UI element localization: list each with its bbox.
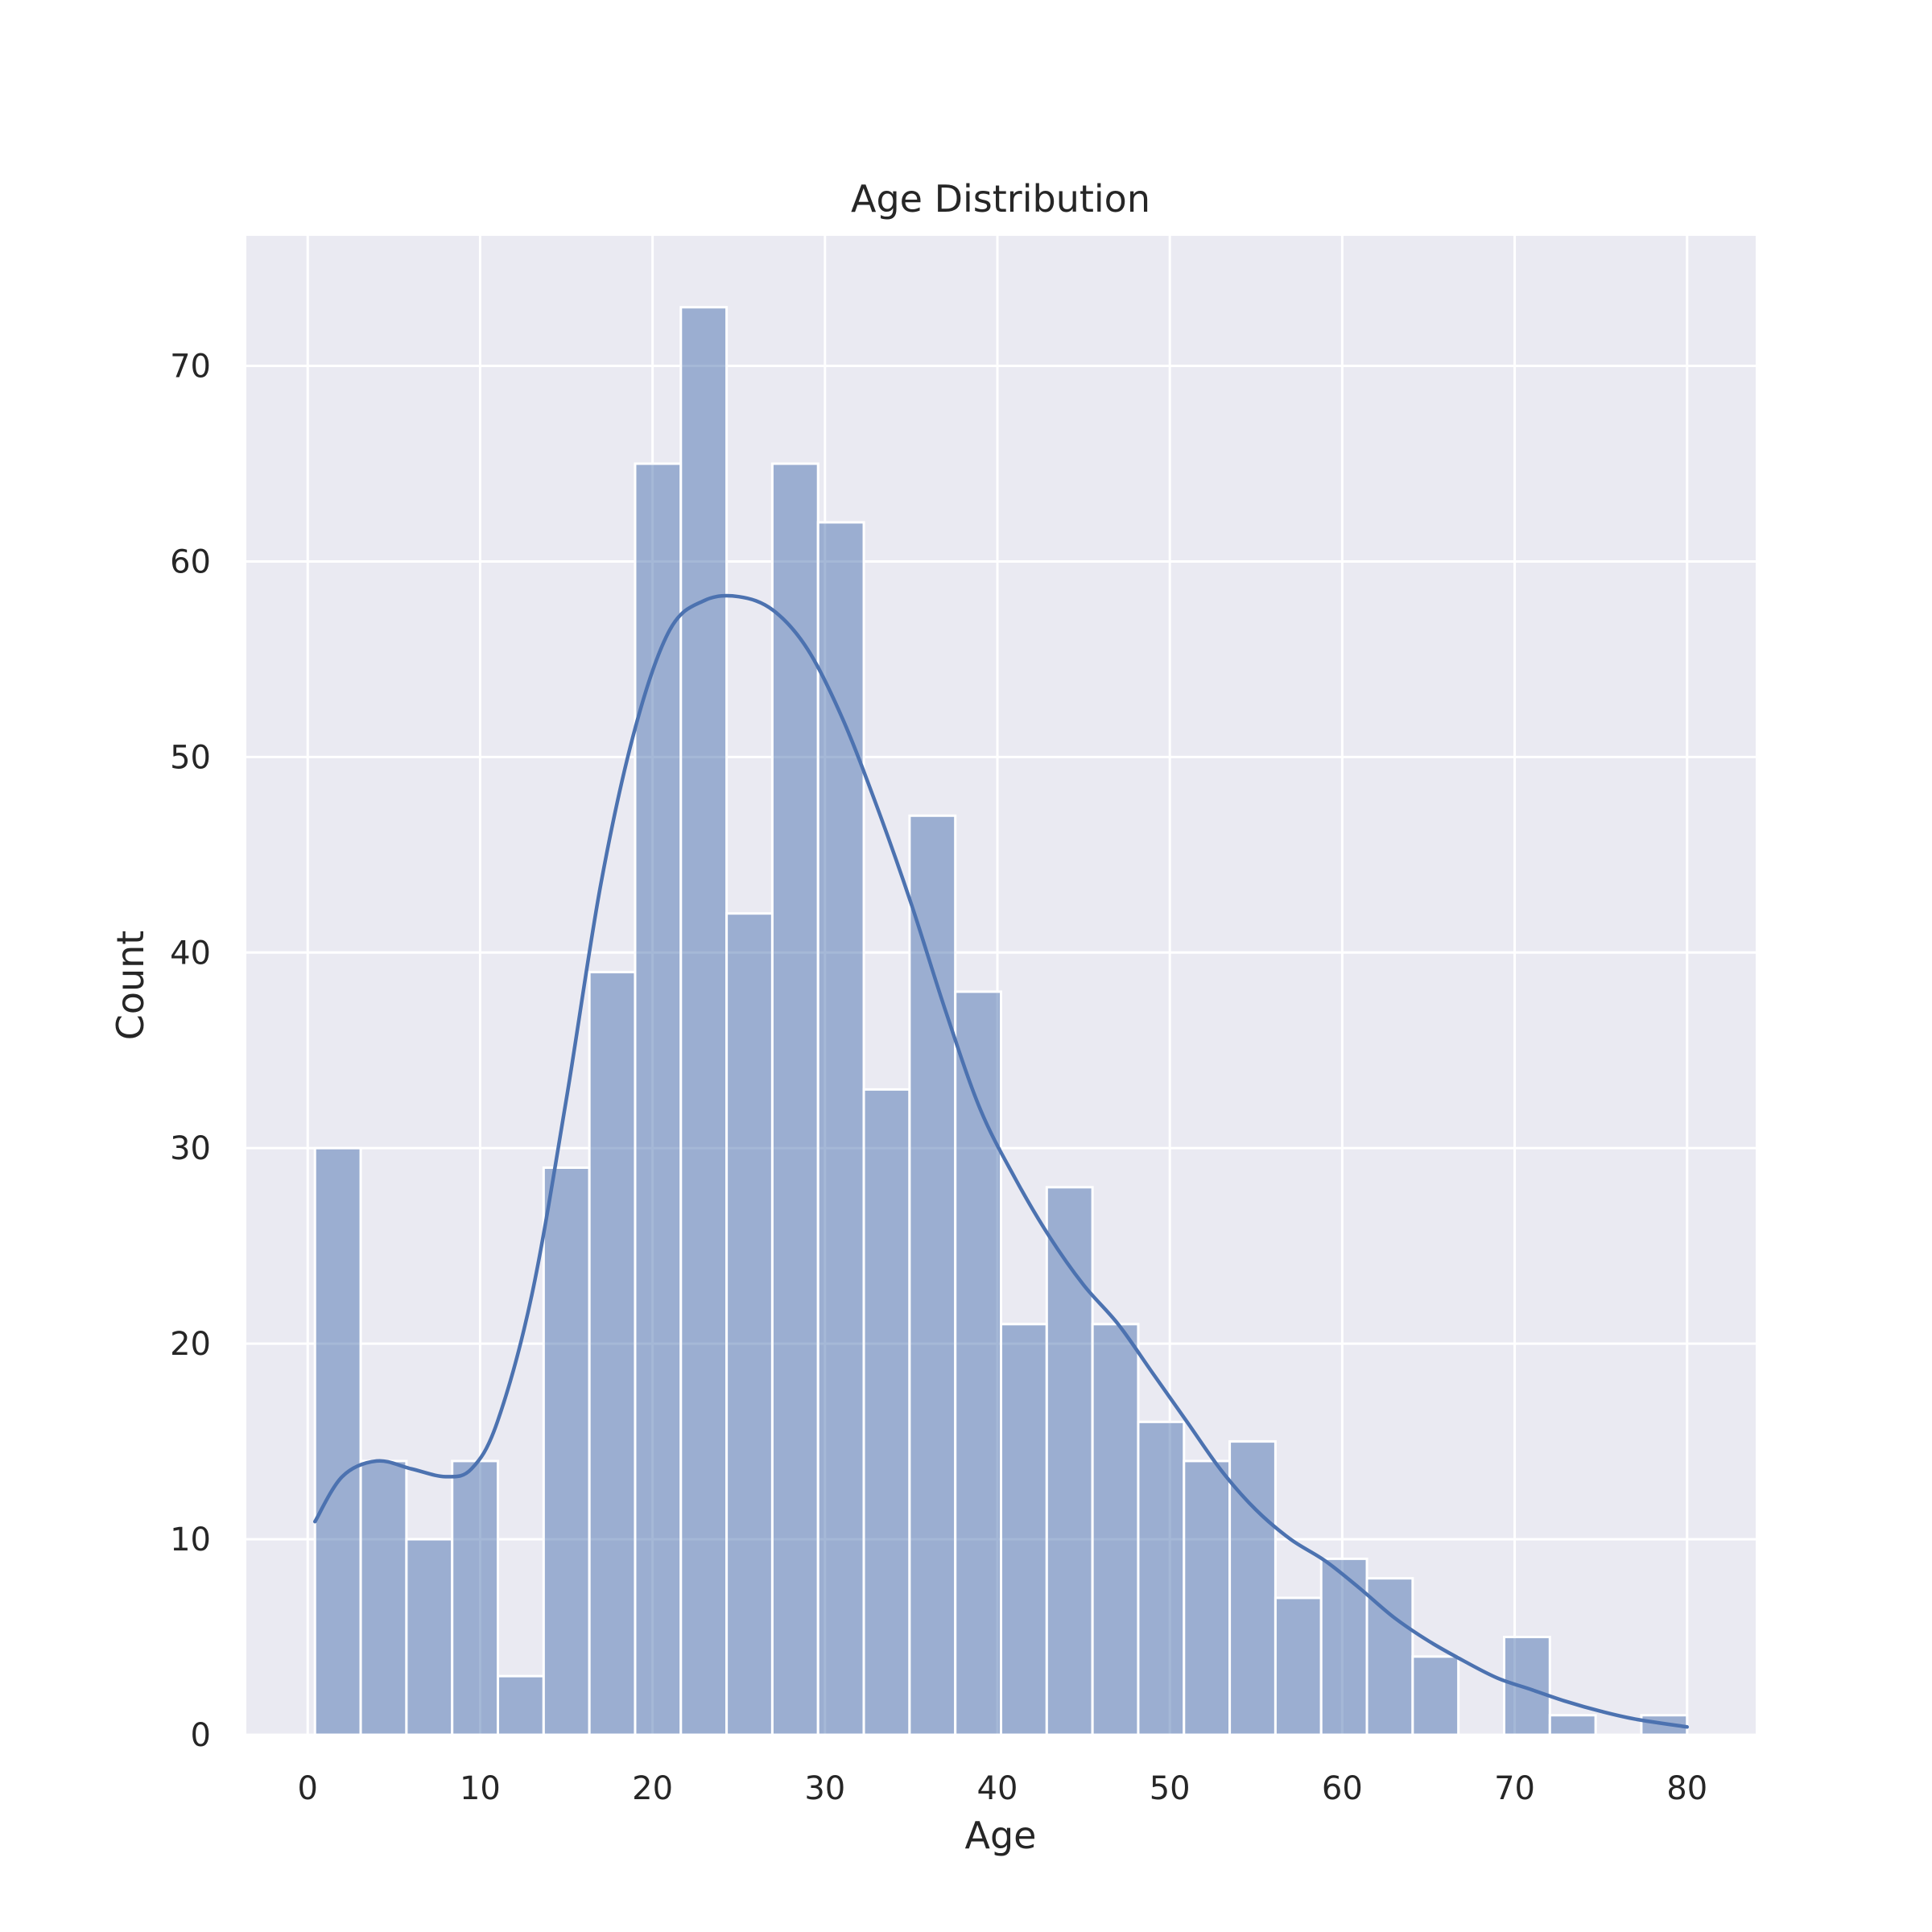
histogram-bar — [359, 1459, 408, 1736]
kde-curve — [312, 593, 1689, 1729]
histogram-bar — [1045, 1186, 1094, 1736]
y-tick-label: 20 — [170, 1326, 211, 1363]
y-tick-label: 10 — [170, 1521, 211, 1558]
x-tick-label: 60 — [1322, 1770, 1363, 1807]
x-axis-ticks: 0 10 20 30 40 50 60 70 80 — [298, 1770, 1708, 1807]
histogram-bar — [770, 462, 819, 1736]
x-tick-label: 40 — [977, 1770, 1018, 1807]
histogram-bar — [908, 814, 957, 1736]
x-tick-label: 70 — [1494, 1770, 1535, 1807]
y-tick-label: 60 — [170, 543, 211, 580]
histogram-bar — [725, 912, 774, 1736]
histogram-bar — [679, 306, 729, 1736]
histogram-bar — [1091, 1323, 1140, 1736]
histogram-bar — [405, 1538, 454, 1736]
histogram-bar — [1502, 1636, 1551, 1736]
kde-curve-group — [312, 593, 1689, 1729]
x-tick-label: 50 — [1150, 1770, 1191, 1807]
histogram-bar — [816, 521, 865, 1736]
y-tick-label: 50 — [170, 739, 211, 776]
histogram-bar — [588, 971, 637, 1736]
y-tick-label: 30 — [170, 1130, 211, 1167]
histogram-bar — [1137, 1420, 1186, 1736]
x-tick-label: 0 — [298, 1770, 318, 1807]
histogram-bar — [1228, 1440, 1277, 1736]
histogram-bar — [542, 1166, 591, 1736]
histogram-bar — [862, 1088, 911, 1736]
histogram-bar — [1548, 1714, 1597, 1736]
x-tick-label: 20 — [632, 1770, 673, 1807]
histogram-bar — [1274, 1596, 1323, 1736]
y-tick-label: 40 — [170, 935, 211, 972]
chart-title: Age Distribution — [851, 177, 1150, 221]
y-axis-label: Count — [109, 931, 152, 1041]
histogram-bar — [634, 462, 683, 1736]
histogram-bar — [497, 1674, 545, 1736]
histogram-bar — [451, 1459, 500, 1736]
x-tick-label: 30 — [804, 1770, 845, 1807]
y-axis-ticks: 0 10 20 30 40 50 60 70 — [170, 349, 211, 1754]
y-tick-label: 0 — [191, 1717, 211, 1754]
x-axis-label: Age — [965, 1814, 1037, 1857]
histogram-bar — [313, 1146, 362, 1736]
histogram-bar — [1411, 1655, 1460, 1736]
x-tick-label: 80 — [1666, 1770, 1707, 1807]
y-tick-label: 70 — [170, 349, 211, 386]
histogram-bar — [1319, 1557, 1368, 1736]
histogram-bar — [1000, 1323, 1048, 1736]
histogram-bar — [1183, 1459, 1232, 1736]
x-tick-label: 10 — [460, 1770, 501, 1807]
histogram-bars — [313, 306, 1689, 1736]
